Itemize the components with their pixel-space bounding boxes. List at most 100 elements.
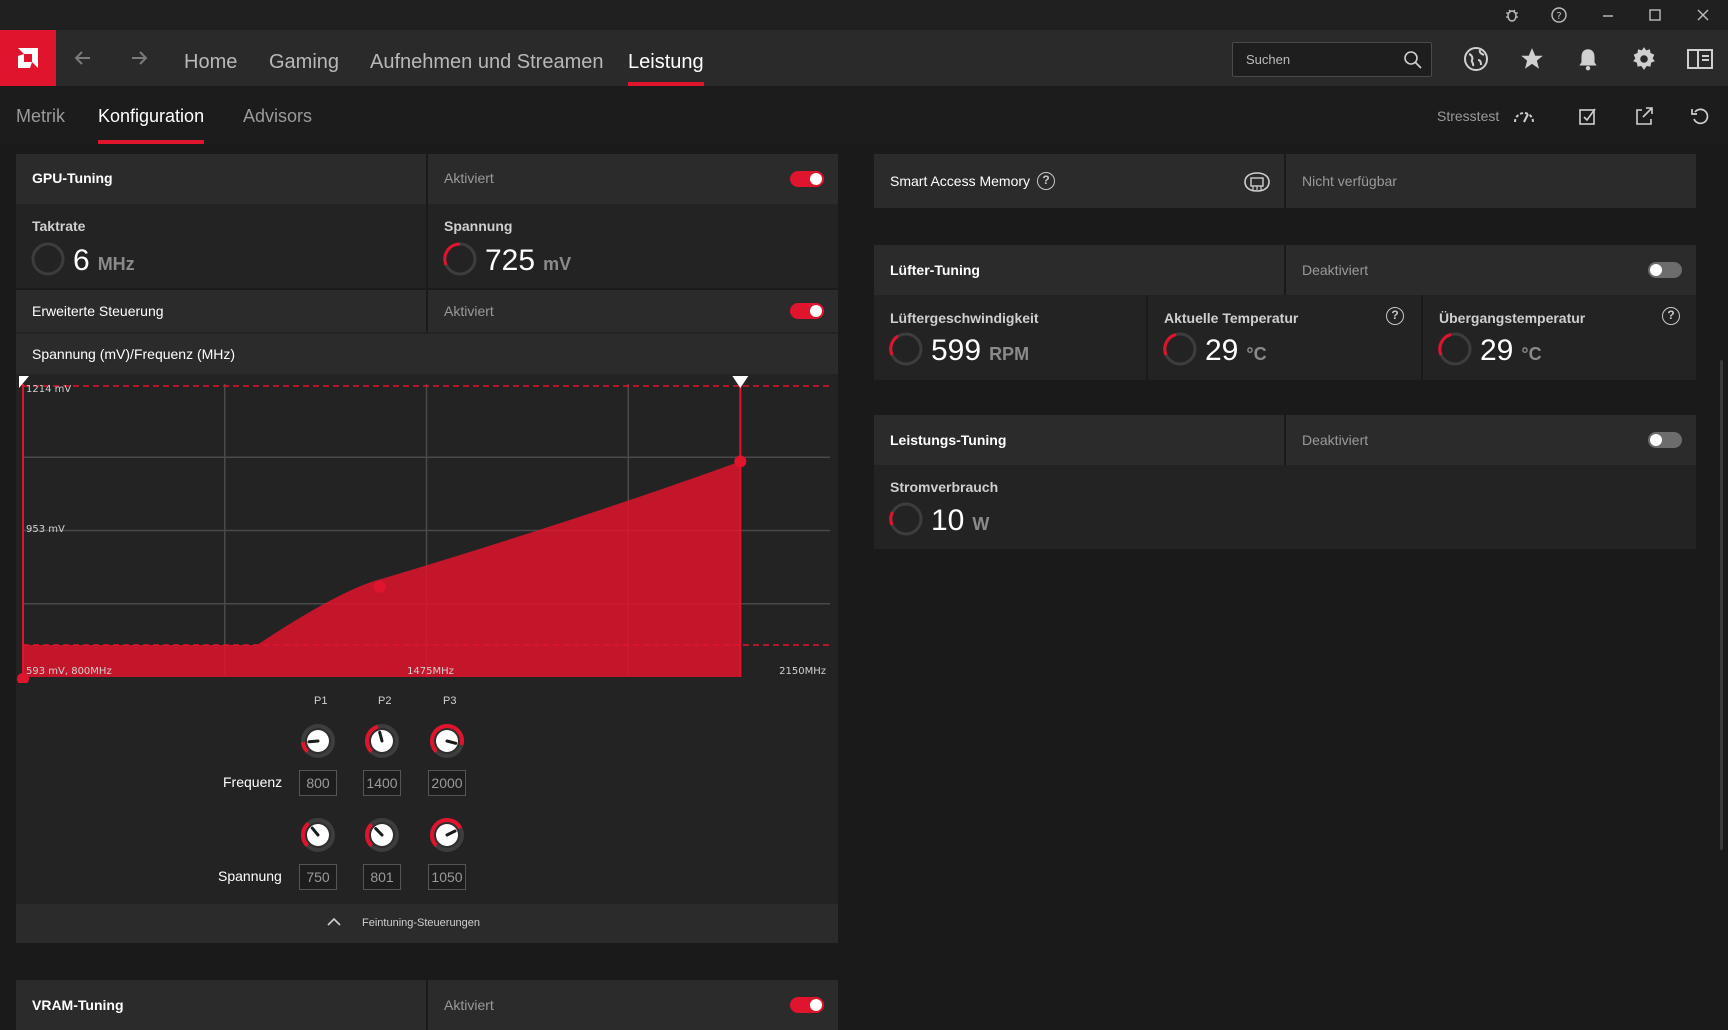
subtab-advisors[interactable]: Advisors — [243, 106, 313, 126]
max-frequency-handle — [732, 376, 749, 388]
export-profile-icon[interactable] — [1632, 104, 1656, 128]
scrollbar[interactable] — [1720, 360, 1723, 850]
voltage-knob-p2[interactable] — [363, 816, 401, 854]
amd-logo-icon[interactable] — [0, 30, 56, 86]
search-icon[interactable] — [1403, 50, 1423, 75]
tab-recording-streaming[interactable]: Aufnehmen und Streamen — [370, 51, 604, 73]
advanced-control-status: Aktiviert — [444, 303, 494, 319]
voltage-input-p3[interactable]: 1050 — [428, 864, 466, 890]
x-axis-mid-label: 1475MHz — [407, 666, 454, 677]
power-tuning-panel: Leistungs-Tuning Deaktiviert Stromverbra… — [874, 415, 1696, 549]
subtab-metrics[interactable]: Metrik — [16, 106, 65, 126]
tab-performance[interactable]: Leistung — [628, 30, 704, 86]
fine-tuning-bar[interactable] — [16, 904, 838, 943]
clock-gauge-icon — [31, 242, 65, 276]
minimize-icon[interactable] — [1598, 5, 1618, 25]
current-temp-help-icon[interactable]: ? — [1386, 307, 1404, 325]
reset-icon[interactable] — [1688, 104, 1712, 128]
fan-tuning-panel: Lüfter-Tuning Deaktiviert Lüftergeschwin… — [874, 245, 1696, 380]
chevron-up-icon[interactable] — [327, 917, 341, 927]
subtab-configuration[interactable]: Konfiguration — [98, 86, 205, 144]
frequency-input-p1[interactable]: 800 — [299, 770, 337, 796]
globe-icon[interactable] — [1462, 45, 1490, 73]
forward-arrow-icon[interactable] — [127, 46, 151, 70]
divider — [1284, 245, 1286, 295]
power-consumption-unit: W — [972, 514, 990, 534]
divider — [426, 290, 428, 332]
current-temp-readout: 29 °C — [1205, 334, 1267, 368]
bug-report-icon[interactable] — [1502, 5, 1522, 25]
search-input[interactable] — [1246, 52, 1396, 67]
memory-chip-icon — [1244, 172, 1270, 192]
curve-header — [16, 334, 838, 374]
tab-home[interactable]: Home — [184, 51, 238, 73]
fan-tuning-status: Deaktiviert — [1302, 262, 1369, 278]
frequency-input-p3[interactable]: 2000 — [428, 770, 466, 796]
voltage-knob-p3[interactable] — [428, 816, 466, 854]
settings-gear-icon[interactable] — [1630, 45, 1658, 73]
power-gauge-icon — [889, 502, 923, 536]
gpu-tuning-toggle[interactable] — [790, 171, 824, 187]
divider — [1284, 154, 1286, 208]
frequency-knob-p2[interactable] — [363, 722, 401, 760]
voltage-gauge-icon — [443, 242, 477, 276]
power-tuning-toggle[interactable] — [1648, 432, 1682, 448]
junction-temp-title: Übergangstemperatur — [1439, 310, 1586, 326]
junction-temp-readout: 29 °C — [1480, 334, 1542, 368]
frequency-row-label: Frequenz — [223, 774, 283, 790]
svg-text:?: ? — [1556, 11, 1561, 22]
help-icon[interactable]: ? — [1549, 5, 1569, 25]
gpu-tuning-status: Aktiviert — [444, 170, 494, 186]
back-arrow-icon[interactable] — [71, 46, 95, 70]
advanced-control-toggle[interactable] — [790, 303, 824, 319]
fine-tuning-label[interactable]: Feintuning-Steuerungen — [362, 917, 481, 929]
voltage-input-p2[interactable]: 801 — [363, 864, 401, 890]
divider — [1284, 415, 1286, 465]
divider — [16, 288, 838, 290]
fan-speed-value: 599 — [931, 334, 982, 367]
stresstest-gauge-icon[interactable] — [1512, 104, 1536, 128]
divider — [1421, 295, 1423, 380]
power-consumption-value: 10 — [931, 504, 965, 537]
curve-title: Spannung (mV)/Frequenz (MHz) — [32, 346, 236, 362]
frequency-input-p2[interactable]: 1400 — [363, 770, 401, 796]
apply-profile-icon[interactable] — [1576, 104, 1600, 128]
voltage-unit: mV — [543, 254, 572, 274]
voltage-knob-p1[interactable] — [299, 816, 337, 854]
clock-value: 6 — [73, 244, 90, 277]
active-subtab-indicator — [98, 140, 205, 144]
frequency-knob-p3[interactable] — [428, 722, 466, 760]
power-consumption-title: Stromverbrauch — [890, 479, 999, 495]
clock-unit: MHz — [97, 254, 135, 274]
voltage-frequency-chart[interactable]: 1214 mV 953 mV 593 mV, 800MHz 1475MHz 2150MH… — [16, 376, 838, 683]
voltage-input-p1[interactable]: 750 — [299, 864, 337, 890]
active-tab-indicator — [628, 82, 704, 86]
sidebar-panel-icon[interactable] — [1686, 45, 1714, 73]
voltage-value: 725 — [485, 244, 536, 277]
curve-point-p2 — [373, 580, 386, 593]
maximize-icon[interactable] — [1645, 5, 1665, 25]
search-box[interactable] — [1232, 42, 1432, 77]
y-axis-mid-label: 953 mV — [26, 524, 65, 535]
tab-gaming[interactable]: Gaming — [269, 51, 340, 73]
stresstest-label[interactable]: Stresstest — [1437, 108, 1500, 124]
frequency-knob-p1[interactable] — [299, 722, 337, 760]
junction-temp-unit: °C — [1521, 344, 1542, 364]
junction-temp-help-icon[interactable]: ? — [1662, 307, 1680, 325]
curve-point-p1 — [17, 673, 29, 683]
fan-speed-readout: 599 RPM — [931, 334, 1029, 368]
fan-tuning-toggle[interactable] — [1648, 262, 1682, 278]
vram-tuning-toggle[interactable] — [790, 997, 824, 1013]
current-temp-unit: °C — [1246, 344, 1267, 364]
fan-tuning-title: Lüfter-Tuning — [890, 262, 980, 278]
close-icon[interactable] — [1693, 5, 1713, 25]
current-temp-gauge-icon — [1163, 332, 1197, 366]
sam-help-icon[interactable]: ? — [1037, 172, 1055, 190]
fan-speed-gauge-icon — [889, 332, 923, 366]
min-frequency-handle — [19, 376, 29, 388]
y-axis-top-label: 1214 mV — [26, 384, 71, 395]
divider — [1146, 295, 1148, 380]
favorites-star-icon[interactable] — [1518, 45, 1546, 73]
notification-bell-icon[interactable] — [1574, 45, 1602, 73]
divider — [426, 980, 428, 1030]
